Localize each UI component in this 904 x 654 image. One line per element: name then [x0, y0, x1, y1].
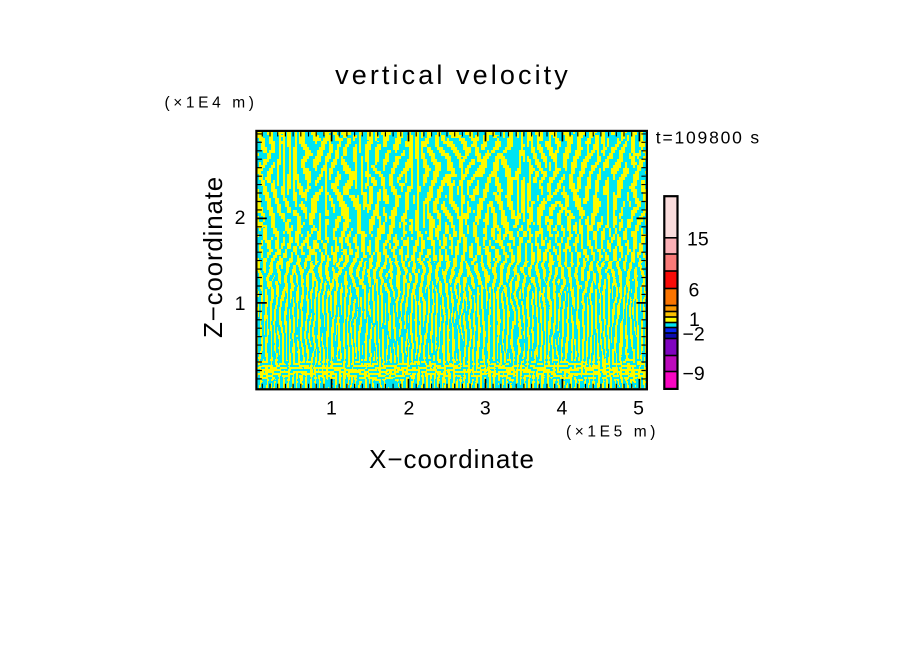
svg-text:6: 6 [689, 280, 700, 302]
svg-text:2: 2 [403, 398, 414, 420]
svg-text:1: 1 [235, 293, 246, 315]
svg-text:t=109800 s: t=109800 s [656, 128, 761, 148]
svg-text:−2: −2 [683, 324, 705, 346]
svg-text:vertical velocity: vertical velocity [335, 60, 571, 90]
svg-text:15: 15 [687, 229, 709, 251]
svg-text:(×1E4 m): (×1E4 m) [165, 95, 258, 112]
svg-text:−9: −9 [683, 363, 705, 385]
svg-text:Z−coordinate: Z−coordinate [198, 176, 228, 338]
svg-text:X−coordinate: X−coordinate [369, 444, 535, 474]
svg-text:3: 3 [480, 398, 491, 420]
svg-text:2: 2 [235, 207, 246, 229]
svg-text:4: 4 [556, 398, 567, 420]
svg-text:(×1E5 m): (×1E5 m) [566, 424, 659, 441]
svg-text:1: 1 [326, 398, 337, 420]
svg-text:1: 1 [689, 309, 700, 331]
svg-text:5: 5 [633, 398, 644, 420]
